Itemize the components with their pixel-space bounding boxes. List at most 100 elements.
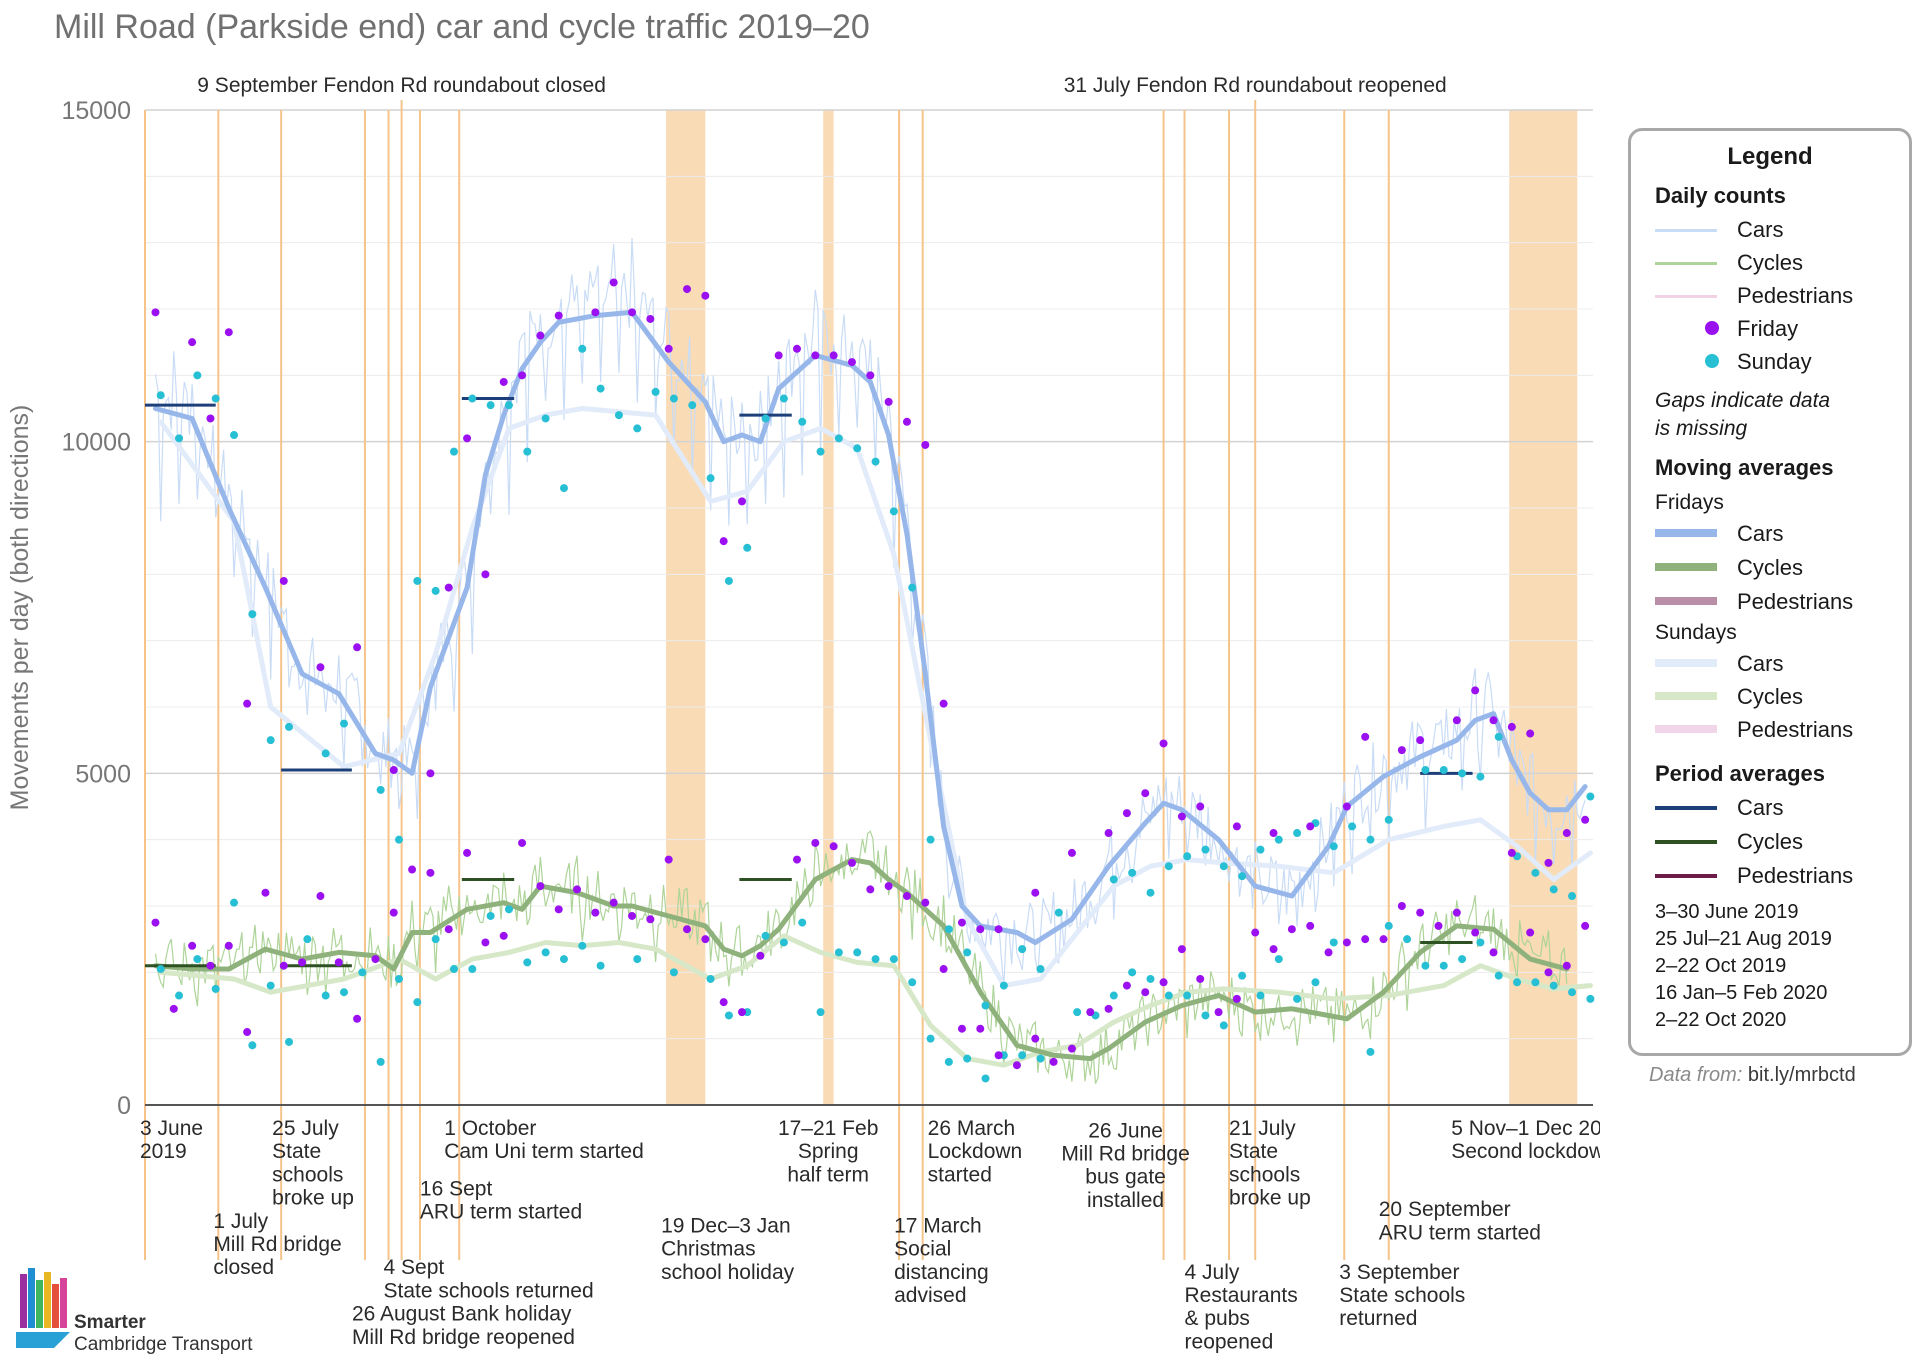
sunday-cycles-point-46: [1036, 1054, 1045, 1063]
event-band-3: [1509, 110, 1578, 1105]
friday-cars-point-42: [1104, 829, 1113, 838]
friday-cycles-point-49: [1049, 1057, 1058, 1066]
sunday-cars-point-50: [1128, 868, 1137, 877]
friday-cycles-point-38: [847, 858, 856, 867]
friday-cars-point-19: [609, 278, 618, 287]
friday-cycles-point-56: [1177, 945, 1186, 954]
sunday-cars-point-2: [175, 434, 184, 443]
friday-cycles-point-41: [902, 892, 911, 901]
friday-cycles-point-18: [463, 848, 472, 857]
sunday-cars-point-14: [431, 586, 440, 595]
legend-fri-pedestrians: Pedestrians: [1655, 589, 1905, 617]
sunday-cycles-point-53: [1183, 991, 1192, 1000]
friday-cycles-point-27: [628, 911, 637, 920]
legend-swatch: [1705, 354, 1719, 368]
sunday-cars-point-71: [1531, 868, 1540, 877]
friday-cars-point-5: [243, 699, 252, 708]
legend-note-line2: is missing: [1655, 417, 1748, 440]
sunday-cycles-point-8: [285, 1037, 294, 1046]
friday-cycles-point-75: [1526, 928, 1535, 937]
sunday-cars-point-55: [1219, 862, 1228, 871]
friday-cars-point-49: [1269, 829, 1278, 838]
sunday-cycles-point-4: [211, 984, 220, 993]
sunday-cycles-point-39: [908, 978, 917, 987]
annotation-text: 9 September Fendon Rd roundabout closed: [197, 74, 606, 97]
friday-cars-point-4: [224, 328, 233, 337]
annotation-text: reopened: [1185, 1330, 1274, 1353]
sunday-cars-point-25: [633, 424, 642, 433]
sunday-cars-point-23: [596, 384, 605, 393]
legend-period-range-3: 2–22 Oct 2019: [1655, 955, 1787, 977]
annotation-text: 3 June: [140, 1117, 203, 1140]
friday-cars-point-23: [683, 285, 692, 294]
friday-cycles-point-46: [994, 1051, 1003, 1060]
sunday-cars-point-40: [908, 583, 917, 592]
friday-cycles-point-1: [151, 918, 160, 927]
legend-label: Cycles: [1737, 250, 1804, 275]
sunday-cars-point-53: [1183, 852, 1192, 861]
sunday-cars-point-28: [688, 401, 697, 410]
y-tick-label-0: 0: [117, 1092, 131, 1120]
sunday-cars-point-22: [578, 344, 587, 353]
friday-cars-point-26: [738, 497, 747, 506]
friday-cycles-point-47: [1012, 1061, 1021, 1070]
annotation-text: broke up: [1229, 1187, 1311, 1210]
sunday-cycles-point-10: [321, 991, 330, 1000]
annotation-text: 17–21 Feb: [778, 1117, 878, 1140]
friday-cycles-point-33: [738, 1008, 747, 1017]
sunday-cycles-point-32: [779, 938, 788, 947]
sunday-cycles-point-65: [1421, 961, 1430, 970]
sunday-cars-point-34: [798, 417, 807, 426]
sunday-cycles-point-29: [724, 1011, 733, 1020]
friday-cars-point-55: [1452, 716, 1461, 725]
friday-cycles-point-9: [298, 958, 307, 967]
friday-cars-point-13: [481, 570, 490, 579]
annotation-19: 5 Nov–1 Dec 2020Second lockdown: [1451, 1117, 1600, 1163]
sunday-cycles-point-43: [981, 1074, 990, 1083]
sunday-cars-point-62: [1348, 822, 1357, 831]
sunday-cars-point-57: [1256, 845, 1265, 854]
friday-cycles-point-12: [353, 1014, 362, 1023]
friday-cycles-point-32: [719, 998, 728, 1007]
sunday-cycles-point-5: [230, 898, 239, 907]
sunday-cars-point-13: [413, 576, 422, 585]
legend-label: Pedestrians: [1737, 717, 1854, 742]
sunday-cycles-point-20: [504, 905, 513, 914]
sunday-cycles-point-27: [669, 968, 678, 977]
legend-period-range-1: 3–30 June 2019: [1655, 901, 1799, 923]
sunday-cycles-point-9: [303, 935, 312, 944]
friday-cycles-point-19: [481, 938, 490, 947]
sunday-cycles-point-71: [1531, 978, 1540, 987]
friday-cycles-point-44: [957, 1024, 966, 1033]
friday-cars-point-62: [1581, 815, 1590, 824]
friday-cycles-point-17: [444, 925, 453, 934]
legend-sunday-dot: Sunday: [1655, 349, 1905, 377]
friday-cycles-point-68: [1397, 902, 1406, 910]
sunday-cars-point-30: [724, 576, 733, 585]
legend-swatch: [1655, 597, 1717, 605]
legend-label: Cars: [1737, 795, 1784, 820]
sunday-cars-point-20: [541, 414, 550, 423]
sunday-cycles-point-61: [1329, 938, 1338, 947]
sunday-cycles-point-33: [798, 918, 807, 927]
friday-cars-point-11: [444, 583, 453, 592]
friday-cycles-point-72: [1471, 928, 1480, 937]
legend-fridays-label: Fridays: [1655, 491, 1724, 514]
legend-period-range-4: 16 Jan–5 Feb 2020: [1655, 982, 1828, 1004]
friday-cycles-point-54: [1141, 988, 1150, 997]
sunday-cycles-point-2: [175, 991, 184, 1000]
friday-cycles-point-74: [1507, 848, 1516, 857]
annotation-text: & pubs: [1185, 1307, 1250, 1330]
friday-cars-point-22: [664, 344, 673, 353]
friday-cycles-point-14: [389, 908, 398, 917]
chart-title: Mill Road (Parkside end) car and cycle t…: [54, 8, 870, 46]
event-lines: [144, 100, 1390, 1260]
source-link[interactable]: bit.ly/mrbctd: [1747, 1064, 1856, 1086]
legend-swatch: [1655, 725, 1717, 733]
friday-cycles-point-2: [169, 1004, 178, 1013]
